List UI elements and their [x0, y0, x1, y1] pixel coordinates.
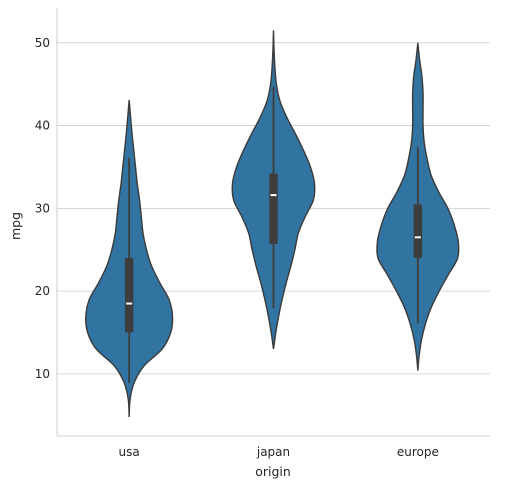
y-tick-label-10: 10	[35, 367, 50, 381]
y-tick-label-20: 20	[35, 284, 50, 298]
median-marker-europe	[414, 236, 421, 239]
violins	[85, 30, 460, 417]
axes-spines	[56, 8, 490, 437]
median-marker-japan	[270, 194, 277, 197]
median-marker-usa	[126, 302, 133, 305]
x-axis-label: origin	[255, 464, 291, 479]
x-tick-label-japan: japan	[256, 445, 290, 459]
x-tick-label-europe: europe	[397, 445, 439, 459]
iqr-box-usa	[124, 258, 134, 333]
y-tick-label-40: 40	[35, 119, 50, 133]
iqr-box-japan	[269, 173, 278, 244]
y-tick-label-50: 50	[35, 36, 50, 50]
tick-labels: 10 20 30 40 50 usa japan europe	[35, 36, 439, 459]
y-tick-label-30: 30	[35, 201, 50, 215]
y-axis-label: mpg	[8, 212, 23, 240]
iqr-box-europe	[413, 204, 423, 259]
x-tick-label-usa: usa	[119, 445, 140, 459]
